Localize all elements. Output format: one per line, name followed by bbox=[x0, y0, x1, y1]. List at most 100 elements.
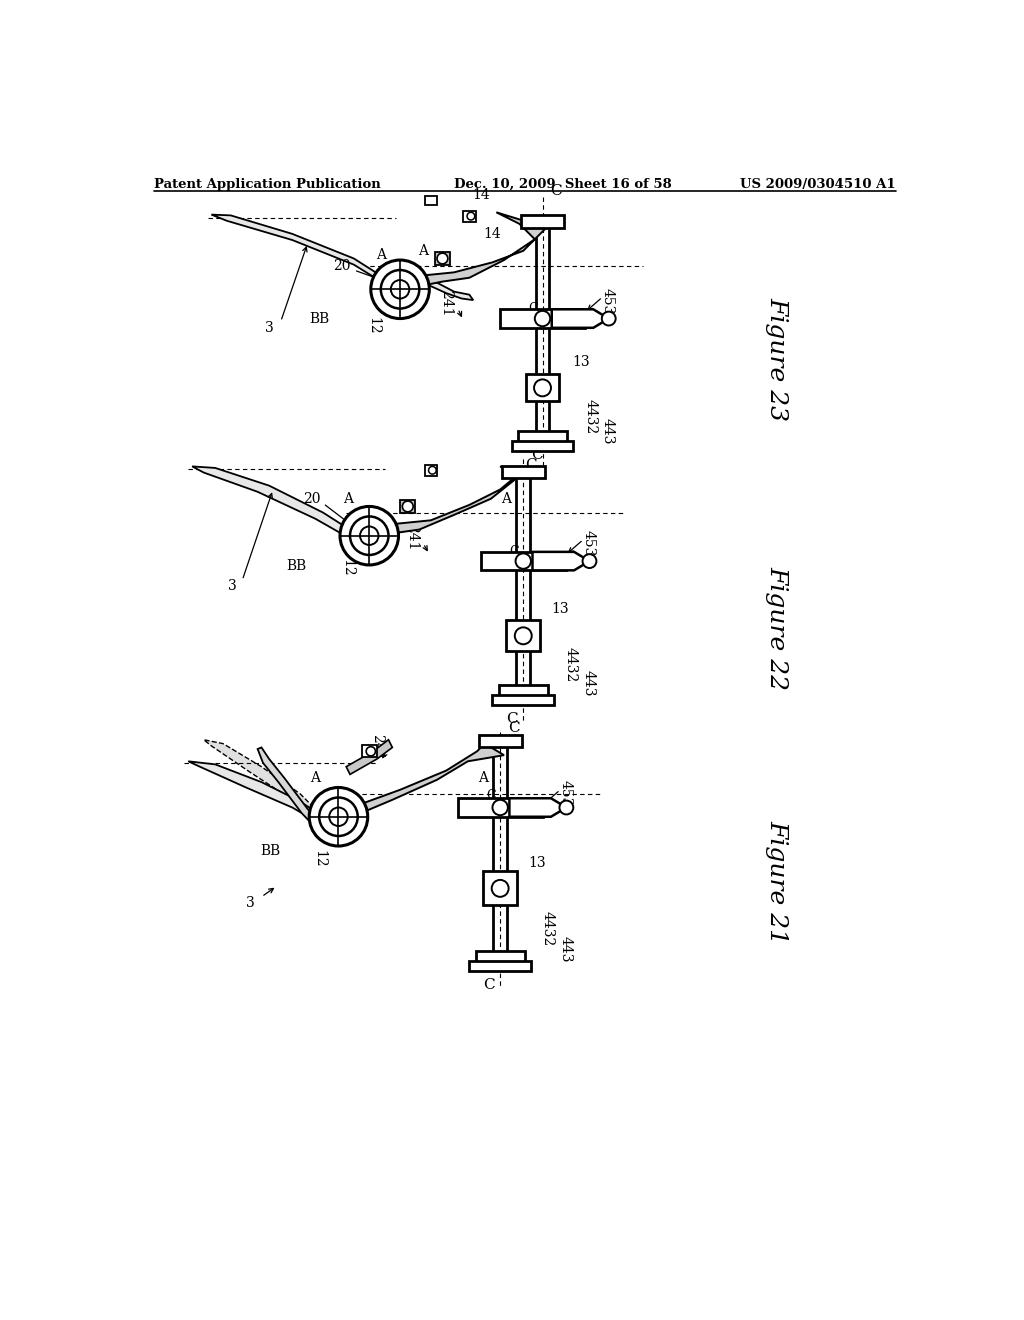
Text: Dec. 10, 2009  Sheet 16 of 58: Dec. 10, 2009 Sheet 16 of 58 bbox=[454, 178, 672, 190]
Text: 453: 453 bbox=[559, 780, 572, 807]
Text: 4432: 4432 bbox=[564, 647, 578, 682]
Text: 3: 3 bbox=[246, 896, 254, 909]
Bar bbox=[458, 799, 543, 817]
Text: A: A bbox=[310, 771, 321, 785]
Text: 12: 12 bbox=[367, 317, 380, 335]
Text: 443: 443 bbox=[601, 418, 615, 445]
Bar bbox=[521, 215, 564, 227]
Bar bbox=[483, 871, 517, 906]
Circle shape bbox=[309, 788, 368, 846]
Text: C: C bbox=[551, 183, 562, 198]
Text: 13: 13 bbox=[528, 855, 546, 870]
Bar bbox=[512, 441, 573, 451]
Polygon shape bbox=[403, 269, 473, 300]
Text: 4432: 4432 bbox=[541, 911, 555, 946]
Polygon shape bbox=[193, 466, 366, 548]
Polygon shape bbox=[188, 762, 335, 832]
Circle shape bbox=[535, 312, 550, 326]
Circle shape bbox=[340, 507, 398, 565]
Bar bbox=[425, 197, 437, 206]
Bar bbox=[493, 696, 554, 705]
Circle shape bbox=[371, 260, 429, 318]
Text: A: A bbox=[502, 492, 511, 506]
Bar bbox=[500, 309, 585, 327]
Circle shape bbox=[559, 800, 573, 814]
Bar bbox=[361, 744, 377, 758]
Text: 3: 3 bbox=[227, 578, 237, 593]
Circle shape bbox=[602, 312, 615, 326]
Text: BB: BB bbox=[309, 312, 330, 326]
Polygon shape bbox=[357, 743, 504, 814]
Circle shape bbox=[367, 747, 376, 756]
Circle shape bbox=[360, 527, 379, 545]
Circle shape bbox=[429, 466, 436, 474]
Text: C: C bbox=[482, 978, 495, 991]
Polygon shape bbox=[258, 747, 335, 843]
Polygon shape bbox=[204, 739, 335, 836]
Circle shape bbox=[583, 554, 596, 568]
Text: 241: 241 bbox=[370, 734, 384, 760]
Text: C: C bbox=[508, 721, 520, 735]
Bar bbox=[475, 950, 525, 961]
Bar bbox=[525, 374, 559, 401]
Text: C: C bbox=[531, 447, 543, 462]
Text: A: A bbox=[343, 492, 352, 506]
Text: Figure 21: Figure 21 bbox=[766, 820, 788, 944]
Text: 453: 453 bbox=[582, 531, 596, 557]
Polygon shape bbox=[552, 309, 608, 327]
Polygon shape bbox=[532, 552, 590, 570]
Bar bbox=[518, 430, 567, 442]
Text: A: A bbox=[418, 244, 428, 257]
Text: 20: 20 bbox=[334, 259, 351, 273]
Polygon shape bbox=[211, 215, 396, 290]
Text: 14: 14 bbox=[483, 227, 502, 240]
Circle shape bbox=[319, 797, 357, 836]
Circle shape bbox=[437, 253, 447, 264]
Text: 14: 14 bbox=[472, 189, 489, 202]
Polygon shape bbox=[423, 213, 547, 285]
Text: C: C bbox=[486, 788, 496, 801]
Circle shape bbox=[330, 808, 348, 826]
Polygon shape bbox=[509, 799, 566, 817]
Text: 4432: 4432 bbox=[584, 399, 597, 434]
Text: C: C bbox=[506, 711, 517, 726]
Bar bbox=[425, 465, 437, 475]
Text: Figure 23: Figure 23 bbox=[766, 297, 788, 421]
Bar bbox=[481, 552, 565, 570]
Bar bbox=[463, 211, 475, 222]
Circle shape bbox=[493, 800, 508, 816]
Text: Figure 22: Figure 22 bbox=[766, 566, 788, 690]
Text: C: C bbox=[509, 545, 519, 557]
Circle shape bbox=[391, 280, 410, 298]
Text: 12: 12 bbox=[312, 850, 327, 869]
Circle shape bbox=[535, 379, 551, 396]
Circle shape bbox=[515, 627, 531, 644]
Text: C: C bbox=[525, 458, 537, 471]
Text: BB: BB bbox=[286, 560, 306, 573]
Text: 241: 241 bbox=[404, 524, 419, 550]
Text: A: A bbox=[478, 771, 488, 785]
Circle shape bbox=[515, 553, 531, 569]
Text: A: A bbox=[376, 248, 386, 261]
Bar bbox=[400, 500, 416, 512]
Text: 13: 13 bbox=[551, 602, 569, 616]
Text: 13: 13 bbox=[572, 355, 590, 370]
Text: 443: 443 bbox=[582, 671, 596, 697]
Text: 12: 12 bbox=[341, 560, 354, 577]
Circle shape bbox=[402, 502, 413, 512]
Bar bbox=[435, 252, 451, 264]
Bar bbox=[502, 466, 545, 478]
Bar bbox=[499, 685, 548, 696]
Text: 241: 241 bbox=[439, 290, 454, 317]
Circle shape bbox=[350, 516, 388, 554]
Bar bbox=[478, 735, 521, 747]
Bar bbox=[469, 961, 531, 970]
Circle shape bbox=[381, 271, 419, 309]
Text: 20: 20 bbox=[303, 492, 321, 506]
Polygon shape bbox=[346, 739, 392, 775]
Text: 453: 453 bbox=[601, 288, 615, 314]
Text: 443: 443 bbox=[559, 936, 572, 962]
Text: BB: BB bbox=[260, 845, 281, 858]
Circle shape bbox=[467, 213, 475, 220]
Polygon shape bbox=[392, 466, 523, 533]
